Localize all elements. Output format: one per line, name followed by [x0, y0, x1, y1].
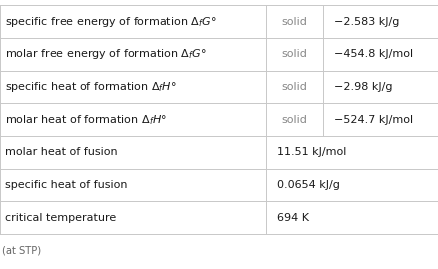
Text: solid: solid — [281, 49, 306, 59]
Text: critical temperature: critical temperature — [5, 213, 116, 223]
Text: −524.7 kJ/mol: −524.7 kJ/mol — [333, 115, 412, 125]
Text: (at STP): (at STP) — [2, 245, 41, 255]
Text: −2.583 kJ/g: −2.583 kJ/g — [333, 17, 398, 27]
Text: molar heat of formation $\Delta_f H°$: molar heat of formation $\Delta_f H°$ — [5, 113, 167, 127]
Text: specific heat of fusion: specific heat of fusion — [5, 180, 127, 190]
Text: specific free energy of formation $\Delta_f G°$: specific free energy of formation $\Delt… — [5, 15, 216, 29]
Text: solid: solid — [281, 17, 306, 27]
Text: 0.0654 kJ/g: 0.0654 kJ/g — [276, 180, 339, 190]
Text: 694 K: 694 K — [276, 213, 308, 223]
Text: molar free energy of formation $\Delta_f G°$: molar free energy of formation $\Delta_f… — [5, 47, 207, 61]
Text: 11.51 kJ/mol: 11.51 kJ/mol — [276, 147, 345, 157]
Text: molar heat of fusion: molar heat of fusion — [5, 147, 118, 157]
Text: solid: solid — [281, 82, 306, 92]
Text: −2.98 kJ/g: −2.98 kJ/g — [333, 82, 391, 92]
Text: −454.8 kJ/mol: −454.8 kJ/mol — [333, 49, 412, 59]
Text: solid: solid — [281, 115, 306, 125]
Text: specific heat of formation $\Delta_f H°$: specific heat of formation $\Delta_f H°$ — [5, 80, 177, 94]
